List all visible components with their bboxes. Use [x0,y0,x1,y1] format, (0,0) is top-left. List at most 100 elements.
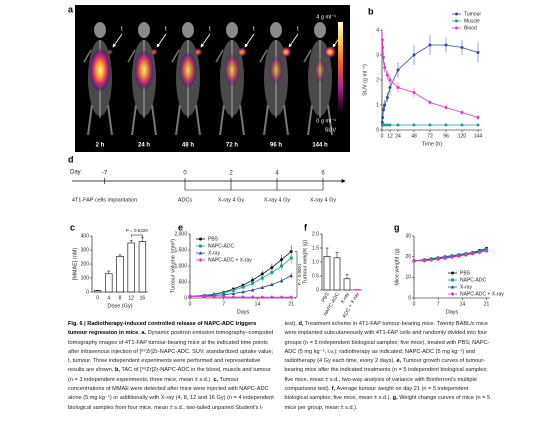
x-tick-label: 4 [107,295,110,301]
legend-marker [451,271,454,275]
y-axis-label: [MMAE] (nM) [72,248,78,281]
data-point [270,282,274,287]
data-point [484,248,489,253]
data-point [270,270,274,274]
mouse-image: t144 h [303,22,343,149]
legend-marker [451,278,454,282]
timeline-day-label: 6 [321,171,325,177]
legend-marker [455,19,458,23]
data-point [385,96,389,99]
uptake-glow [89,48,111,92]
mouse-leg [131,104,137,136]
series-line [381,44,479,123]
data-point [450,255,454,260]
timepoint-label: 144 h [312,143,328,149]
data-point [388,123,392,127]
mouse-arm [215,49,224,63]
figure: a d t 2 h t 24 h t 48 h t 72 h t 96 h t144 h 4 g ml… [68,4,504,318]
data-point [460,46,464,49]
caption-text: Tumour growth curves of tumour-bearing m… [284,358,488,393]
timepoint-label: 2 h [96,143,105,149]
data-point [381,56,385,59]
x-tick-label: 14 [255,301,261,307]
caption-text: Average tumour weight on day 21 (n = 5 i… [284,386,469,402]
caption-text: TAC of [⁸⁹Zr]Zr-NAPC-ADC in the blood, m… [68,367,271,383]
tumour-arrow [288,33,299,48]
significance-bracket [295,251,298,298]
uptake-glow [224,54,240,86]
data-point [260,285,265,289]
panel-letter: a [68,4,74,14]
mouse-leg [175,104,181,136]
data-point [231,288,235,292]
y-tick-label: 300 [81,247,90,253]
data-point [231,291,236,296]
timepoint-label: 48 h [182,143,194,149]
data-point [383,123,387,127]
y-tick-label: 400 [81,233,90,239]
timeline-day-label: 4 [275,171,279,177]
x-tick-label: 144 [474,133,483,139]
mouse-leg [151,104,157,136]
legend-label: PBS [460,270,471,276]
x-tick-label: 16 [140,295,146,301]
y-tick-label: 1,500 [174,247,187,253]
legend-marker [199,237,202,241]
tumour-label: t [209,27,211,33]
caption-panel-label: c, [213,376,219,383]
y-tick-label: 1,000 [174,263,187,269]
data-point [270,266,274,270]
y-tick-label: 0.5 [312,273,319,279]
legend-label: X-ray [460,284,472,290]
data-point [289,295,294,300]
y-tick-label: 1.5 [312,245,319,251]
y-tick-label: 2,000 [174,231,187,237]
suv-scale-max: 4 g ml⁻¹ [316,14,336,20]
data-point [280,264,284,268]
data-point [202,294,207,299]
legend-label: PBS [208,236,219,242]
timeline-event: X-ray 4 Gy [264,197,291,203]
data-point [443,256,448,261]
mouse-leg [283,104,289,136]
y-tick-label: 30 [405,233,411,239]
mouse-image: t 48 h [171,22,211,149]
bar [127,242,135,293]
mouse-leg [219,104,225,136]
data-point [251,278,255,282]
tumour-arrow [156,33,167,48]
timepoint-label: 96 h [270,143,282,149]
data-point [260,295,265,300]
data-point [289,273,293,278]
mouse-leg [107,104,113,136]
panel-letter: f [304,222,308,232]
timeline-event: X-ray 4 Gy [218,197,245,203]
x-axis-label: Time (h) [422,141,442,147]
timepoint-label: 24 h [138,143,150,149]
significance-bracket [130,234,143,237]
tumour-arrow [200,33,211,48]
caption-panel-label: b, [114,367,120,374]
tumour-arrow [244,33,255,48]
data-point [381,46,385,49]
timeline-event: ADCs [178,197,193,203]
data-point [444,106,448,109]
tumour-arrow [112,33,123,48]
y-tick-label: 500 [179,279,188,285]
timepoint-label: 72 h [226,143,238,149]
x-tick-label: 12 [387,133,393,139]
mouse-head [270,22,282,38]
significance-label: P < 0.0001 [297,263,302,285]
data-point [383,103,387,107]
tumour-label: t [165,27,167,33]
x-tick-label: 7 [437,301,440,307]
data-point [241,290,245,294]
mouse-image: t 2 h [83,22,123,149]
y-tick-label: 1 [376,102,379,108]
y-tick-label: 4 [376,27,379,33]
mouse-head [182,22,194,38]
data-point [436,257,441,262]
data-point [289,256,293,260]
bar [138,241,147,293]
data-point [412,53,416,57]
